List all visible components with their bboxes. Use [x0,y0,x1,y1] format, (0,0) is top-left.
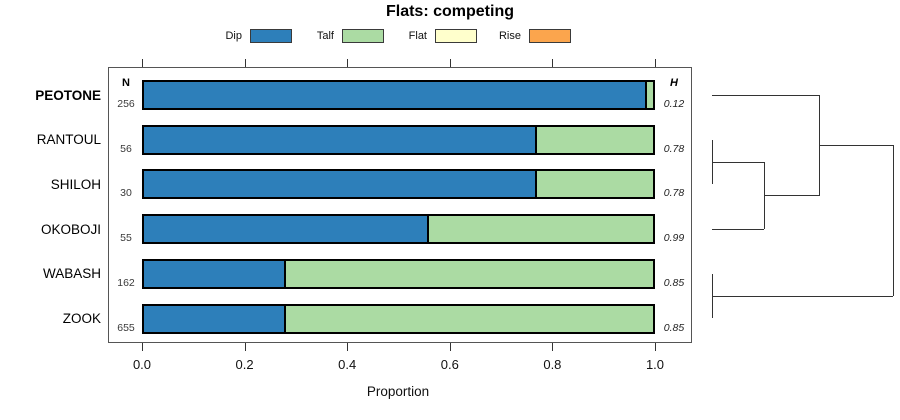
bar-segment-dip [142,169,537,200]
n-value: 30 [120,187,132,200]
bar-segment-talf [284,303,655,334]
h-value: 0.78 [663,187,685,200]
bar-row-okoboji [142,214,655,245]
bar-row-zook [142,303,655,334]
x-tick-label: 0.8 [543,357,562,372]
legend-label: Dip [225,30,242,42]
n-value: 655 [117,321,135,334]
x-tick-top [244,59,246,67]
h-column-header: H [670,77,678,89]
h-value: 0.85 [663,276,685,289]
n-value: 162 [117,276,135,289]
bar-segment-talf [284,258,655,289]
bar-segment-talf [427,214,655,245]
x-tick-bottom [142,343,143,351]
n-value: 56 [120,142,132,155]
row-label-wabash: WABASH [42,266,101,282]
n-value: 256 [117,98,135,110]
bar-segment-talf [535,169,655,200]
row-label-zook: ZOOK [62,311,101,326]
dendrogram-hline [712,94,819,96]
x-tick-top [655,59,656,67]
bar-row-wabash [142,258,655,289]
legend-item-flat: Flat [395,28,477,44]
legend-label: Rise [498,30,521,42]
legend-item-dip: Dip [210,28,292,44]
row-label-okoboji: OKOBOJI [40,221,101,237]
legend-label: Flat [408,30,427,42]
h-value: 0.78 [663,142,685,155]
bar-row-rantoul [142,124,655,155]
x-tick-top [347,59,349,67]
dendrogram-hline [712,295,893,297]
x-tick-bottom [655,343,656,351]
legend-swatch-talf [342,29,384,43]
bar-segment-dip [142,303,286,334]
x-tick-top [449,59,451,67]
x-tick-bottom [449,343,451,351]
bar-segment-dip [142,258,286,289]
h-value: 0.85 [663,321,685,334]
x-axis-title: Proportion [366,384,430,399]
bar-segment-dip [142,124,537,155]
x-tick-top [552,59,554,67]
bar-row-peotone [142,80,655,110]
x-tick-label: 1.0 [645,357,665,372]
dendrogram-hline [764,195,819,197]
legend-item-talf: Talf [302,28,384,44]
n-column-header: N [122,77,130,89]
dendrogram-vline [893,145,894,297]
bar-segment-talf [535,124,655,155]
dendrogram-hline [712,161,764,163]
x-tick-label: 0.0 [132,357,152,372]
row-label-peotone: PEOTONE [35,87,101,103]
row-label-shiloh: SHILOH [50,176,101,192]
x-tick-bottom [552,343,554,351]
chart-title: Flats: competing [385,3,514,20]
h-value: 0.12 [663,98,685,110]
legend-swatch-rise [529,29,571,43]
x-tick-label: 0.6 [440,357,459,372]
legend-item-rise: Rise [489,28,571,44]
bar-row-shiloh [142,169,655,200]
bar-segment-dip [142,214,429,245]
dendrogram-hline [819,144,893,146]
legend-swatch-dip [250,29,292,43]
h-value: 0.99 [663,232,685,245]
x-tick-top [142,59,143,67]
legend-label: Talf [316,30,334,42]
bar-segment-talf [645,80,655,110]
x-tick-label: 0.2 [235,357,254,372]
x-tick-bottom [347,343,349,351]
x-tick-bottom [244,343,246,351]
row-label-rantoul: RANTOUL [36,132,101,148]
plot-area-border [108,67,692,343]
n-value: 55 [120,232,132,245]
legend-swatch-flat [435,29,477,43]
dendrogram-hline [712,228,764,230]
x-tick-label: 0.4 [338,357,357,372]
bar-segment-dip [142,80,647,110]
